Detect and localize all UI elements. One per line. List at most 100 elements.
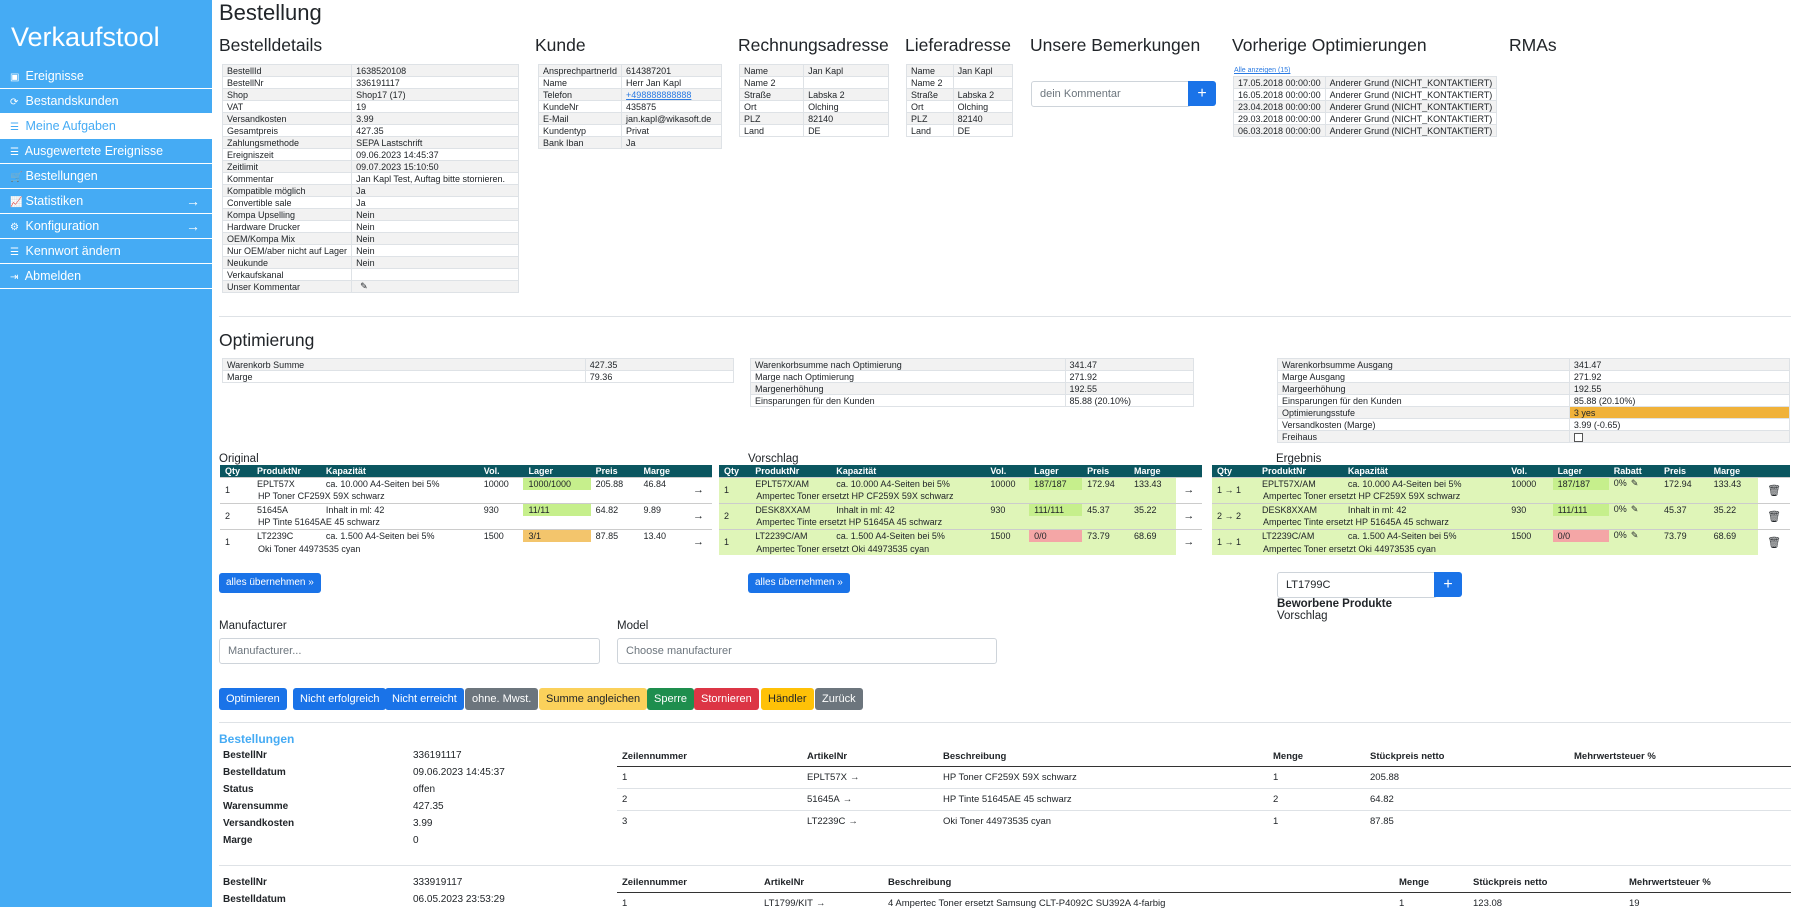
add-product-button[interactable]: + <box>1434 572 1462 597</box>
kv-row: PLZ 82140 <box>738 112 889 125</box>
trash-icon[interactable]: 🗑 <box>1758 502 1790 529</box>
stornieren-button[interactable]: Stornieren <box>694 688 759 710</box>
cell-qty[interactable]: 1 → 1 <box>1212 528 1257 555</box>
product-desc-row: Ampertec Tinte ersetzt HP 51645A 45 schw… <box>1212 516 1790 529</box>
sidebar-item-kennwort-ändern[interactable]: ☰ Kennwort ändern <box>0 239 212 264</box>
order-line-value: 64.82 <box>1370 793 1394 805</box>
arrow-right-icon[interactable]: → <box>1175 528 1202 555</box>
cell-qty[interactable]: 1 <box>220 476 252 503</box>
arrow-right-icon[interactable]: → <box>1175 476 1202 503</box>
manufacturer-input[interactable]: Manufacturer... <box>219 638 600 664</box>
refresh-icon: ⟳ <box>10 97 19 108</box>
order-line-cell[interactable]: 51645A → <box>802 787 938 810</box>
kv-value-text: 82140 <box>808 113 834 124</box>
kv-row: Neukunde Nein <box>221 256 519 269</box>
order-line-cell: 2 <box>617 787 802 810</box>
kv-value: Anderer Grund (NICHT_KONTAKTIERT) <box>1324 100 1498 113</box>
sidebar-item-label: Statistiken <box>25 194 84 208</box>
sidebar-item-konfiguration[interactable]: ⚙ Konfiguration → <box>0 214 212 239</box>
pencil-icon[interactable]: ✎ <box>360 281 368 292</box>
kv-value: Anderer Grund (NICHT_KONTAKTIERT) <box>1324 76 1498 89</box>
sidebar-item-bestandskunden[interactable]: ⟳ Bestandskunden <box>0 89 212 114</box>
kv-key: Kundentyp <box>537 124 623 137</box>
cell-qty[interactable]: 2 <box>719 502 751 529</box>
zurueck-button[interactable]: Zurück <box>815 688 863 710</box>
column-header: Qty <box>1212 465 1257 477</box>
cell-qty[interactable]: 1 <box>719 528 751 555</box>
nicht-erfolgreich-button[interactable]: Nicht erfolgreich <box>293 688 387 710</box>
table-header-row: Zeilennummer ArtikelNr Beschreibung Menge St… <box>617 748 1791 767</box>
product-row: 2 DESK8XXAM Inhalt in ml: 42 930 111/111 45.3… <box>719 502 1202 529</box>
summe-angleichen-button[interactable]: Summe angleichen <box>539 688 648 710</box>
order-line-cell[interactable]: LT1799/KIT → <box>759 891 883 914</box>
cell-nr: LT2239C/AM <box>750 528 832 542</box>
cell-kap: Inhalt in ml: 42 <box>1342 502 1507 516</box>
kv-value-text[interactable]: +498888888888 <box>626 89 692 100</box>
pencil-icon[interactable]: ✎ <box>1630 530 1639 541</box>
cell-qty[interactable]: 1 <box>719 476 751 503</box>
freihaus-checkbox[interactable] <box>1573 432 1583 442</box>
column-header: ProduktNr <box>750 465 832 477</box>
sidebar-item-abmelden[interactable]: ⇥ Abmelden <box>0 264 212 289</box>
column-header <box>1175 465 1202 477</box>
original-take-all-button[interactable]: alles übernehmen » <box>219 573 321 593</box>
sidebar-item-ausgewertete-ereignisse[interactable]: ☰ Ausgewertete Ereignisse <box>0 139 212 164</box>
arrow-right-icon[interactable]: → <box>685 528 712 555</box>
cell-qty[interactable]: 2 → 2 <box>1212 502 1257 529</box>
column-header: Zeilennummer <box>617 748 802 767</box>
sidebar-item-statistiken[interactable]: 📈 Statistiken → <box>0 189 212 214</box>
sidebar-item-meine-aufgaben[interactable]: ☰ Meine Aufgaben <box>0 114 212 139</box>
bestellungen-title[interactable]: Bestellungen <box>219 732 295 746</box>
model-select[interactable]: Choose manufacturer <box>617 638 997 664</box>
kv-value: Jan Kapl <box>803 64 889 77</box>
order-line-cell[interactable]: LT2239C → <box>802 809 938 832</box>
cell-vol: 10000 <box>985 476 1030 490</box>
kv-value <box>1568 430 1791 443</box>
optimieren-button[interactable]: Optimieren <box>219 688 287 710</box>
order-line-cell: 3 <box>617 809 802 832</box>
kv-value: 3.99 (-0.65) <box>1568 418 1791 431</box>
kv-row: Nur OEM/aber nicht auf Lager Nein <box>221 244 519 257</box>
sperre-button[interactable]: Sperre <box>647 688 695 710</box>
kv-value-text: 09.07.2023 15:10:50 <box>356 161 439 172</box>
cell-qty[interactable]: 1 → 1 <box>1212 476 1257 503</box>
cell-qty[interactable]: 2 <box>220 502 252 529</box>
order-line-cell[interactable]: EPLT57X → <box>802 765 938 788</box>
kv-value-text: 341.47 <box>1573 359 1602 370</box>
arrow-right-icon[interactable]: → <box>1175 502 1202 529</box>
arrow-right-icon[interactable]: → <box>685 476 712 503</box>
trash-icon[interactable]: 🗑 <box>1758 476 1790 503</box>
arrow-right-icon[interactable]: → <box>815 897 826 909</box>
nicht-erreicht-button[interactable]: Nicht erreicht <box>385 688 464 710</box>
add-comment-button[interactable]: + <box>1188 81 1216 106</box>
order-line-value: 51645A <box>807 793 840 805</box>
arrow-right-icon[interactable]: → <box>685 502 712 529</box>
pencil-icon[interactable]: ✎ <box>1630 478 1639 489</box>
cell-qty[interactable]: 1 <box>220 528 252 555</box>
sidebar-item-bestellungen[interactable]: 🛒 Bestellungen <box>0 164 212 189</box>
kv-row: Telefon +498888888888 <box>537 88 722 101</box>
pencil-icon[interactable]: ✎ <box>1630 504 1639 515</box>
kv-row: 06.03.2018 00:00:00 Anderer Grund (NICHT_… <box>1233 124 1498 137</box>
kv-value-text: Nein <box>356 209 375 220</box>
haendler-button[interactable]: Händler <box>761 688 814 710</box>
arrow-right-icon[interactable]: → <box>849 771 860 783</box>
comment-input[interactable]: dein Kommentar <box>1031 81 1191 107</box>
product-description: Ampertec Toner ersetzt Oki 44973535 cyan <box>750 542 1176 555</box>
arrow-right-icon[interactable]: → <box>842 793 853 805</box>
cell-vol: 1500 <box>985 528 1030 542</box>
app-brand[interactable]: Verkaufstool <box>11 22 160 52</box>
arrow-right-icon[interactable]: → <box>848 815 858 827</box>
cell-marge: 35.22 <box>1708 502 1759 516</box>
ohne-mwst-button[interactable]: ohne. Mwst. <box>465 688 539 710</box>
kv-key: 29.03.2018 00:00:00 <box>1233 112 1326 125</box>
kv-key: Zahlungsmethode <box>221 136 353 149</box>
trash-icon[interactable]: 🗑 <box>1758 528 1790 555</box>
show-all-link[interactable]: Alle anzeigen (15) <box>1234 67 1291 74</box>
list-icon: ☰ <box>10 247 19 258</box>
vorschlag-take-all-button[interactable]: alles übernehmen » <box>748 573 850 593</box>
bemerkungen-title: Unsere Bemerkungen <box>1030 35 1201 55</box>
sidebar-item-ereignisse[interactable]: ▣ Ereignisse <box>0 64 212 89</box>
product-search-input[interactable]: LT1799C <box>1277 572 1437 598</box>
kv-key: VAT <box>221 100 353 113</box>
